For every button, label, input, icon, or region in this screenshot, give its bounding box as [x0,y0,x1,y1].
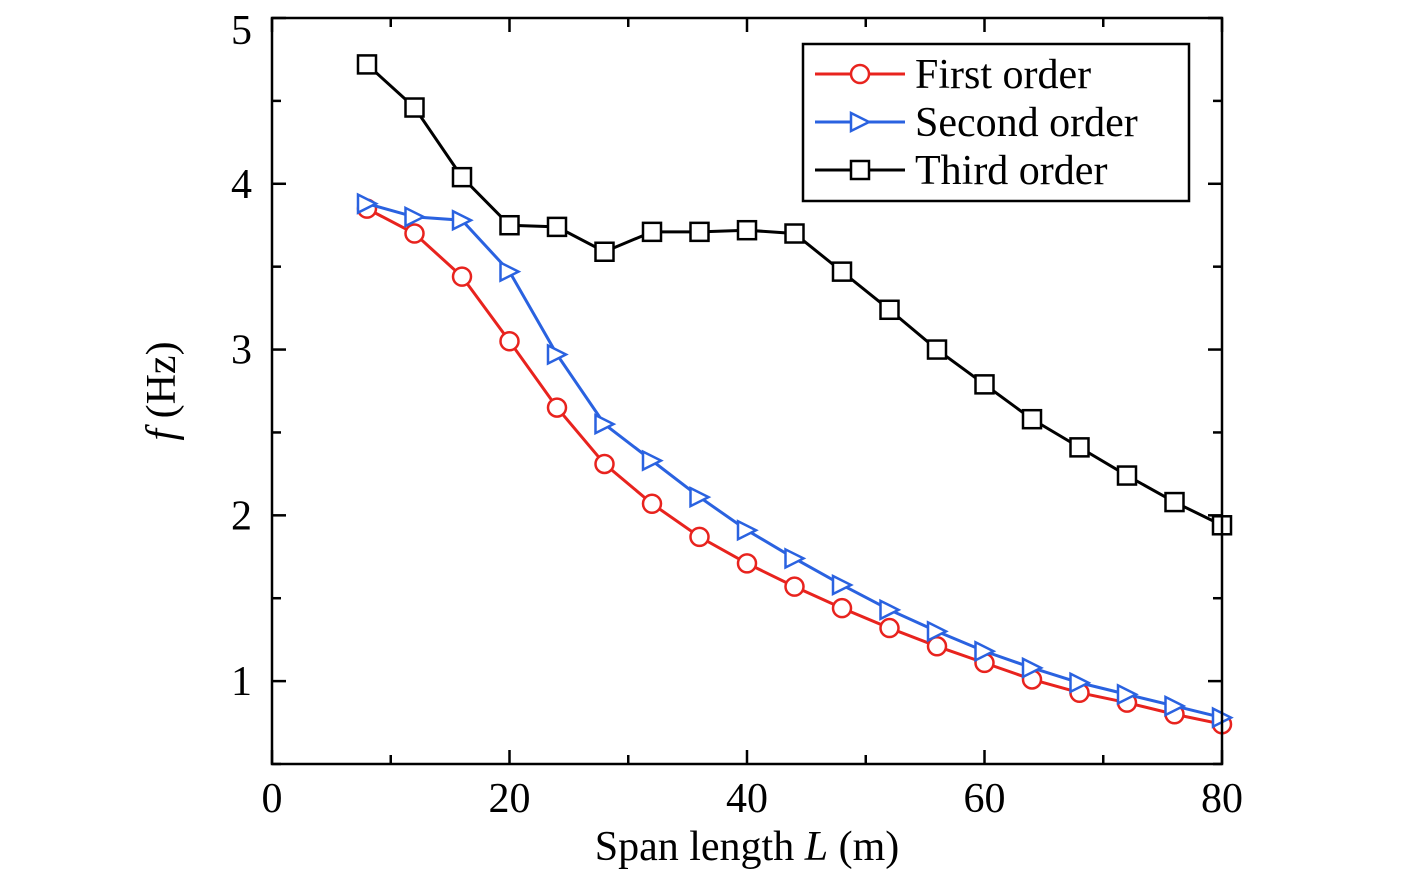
data-point [879,598,902,621]
y-tick-label: 2 [231,493,252,539]
tick-labels: 0 20 40 60 80 1 2 3 4 5 [231,8,1243,822]
x-tick-label: 80 [1201,776,1243,822]
legend-item: First order [815,52,1091,98]
y-tick-label: 5 [231,8,252,54]
data-point [499,331,520,352]
x-tick-label: 40 [726,776,768,822]
series-3 [356,54,1233,536]
data-point [736,219,758,241]
legend-item: Third order [815,148,1107,194]
x-axis-title: Span length L (m) [595,824,900,870]
data-point [451,166,473,188]
data-point [926,636,948,657]
data-point [451,209,474,232]
data-point [784,547,807,570]
data-point [356,192,379,215]
data-point [1164,694,1187,718]
data-point [926,339,948,360]
data-point [879,617,900,639]
data-point [1164,491,1185,513]
data-point [689,221,710,243]
data-point [356,54,378,75]
data-point [499,214,520,236]
data-point [546,216,568,238]
y-tick-label: 3 [231,328,252,374]
data-point [689,526,710,548]
series-2 [356,192,1234,729]
legend-label: Second order [915,100,1138,146]
x-tick-label: 20 [489,776,531,822]
data-point [594,241,615,262]
data-point [1021,408,1043,430]
series-line [366,207,1223,726]
data-point [831,573,854,596]
data-point [641,449,664,472]
legend-label: Third order [915,148,1107,194]
legend-item: Second order [815,100,1138,146]
x-tick-label: 60 [964,776,1006,822]
data-point [1116,683,1139,706]
data-point [404,205,427,228]
data-point [594,413,617,436]
data-point [974,374,995,395]
data-point [1069,437,1090,458]
series-line [366,202,1223,720]
y-tick-label: 1 [231,659,252,705]
legend-marker [849,63,871,85]
legend-marker [849,110,872,134]
plot-series [356,54,1234,735]
series-1 [356,198,1233,735]
data-point [879,299,900,321]
plot-frame [270,16,1224,766]
data-point [831,261,853,282]
data-point [451,266,473,287]
data-point [736,519,759,542]
data-point [926,620,949,643]
data-point [546,397,568,418]
data-point [404,97,425,118]
data-point [689,486,712,509]
data-point [404,223,425,244]
data-point [736,553,758,574]
data-point [784,223,805,244]
y-axis-title: f (Hz) [139,341,185,440]
data-point [641,493,663,514]
legend-marker [849,159,871,181]
data-point [499,260,522,283]
data-point [784,576,805,597]
data-point [1116,465,1138,486]
data-point [594,453,615,475]
data-point [974,640,997,663]
data-point [641,221,663,243]
data-point [1021,656,1044,679]
axis-ticks [270,16,1224,766]
x-tick-label: 0 [262,776,283,822]
y-tick-label: 4 [231,162,252,208]
legend-label: First order [915,52,1091,98]
data-point [831,597,853,619]
data-point [1069,671,1092,694]
data-point [546,343,569,366]
